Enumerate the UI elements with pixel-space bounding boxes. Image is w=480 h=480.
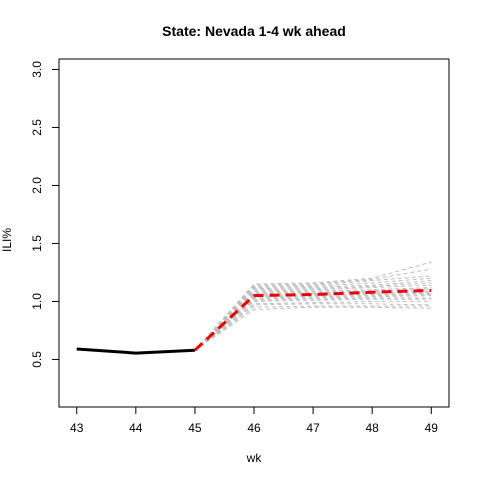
- x-tick-label: 43: [70, 421, 84, 435]
- y-axis-label: ILI%: [0, 228, 14, 252]
- ensemble-line: [194, 261, 432, 351]
- ensemble-line: [194, 284, 432, 351]
- ensemble-line: [194, 287, 432, 351]
- x-tick-label: 45: [188, 421, 202, 435]
- ensemble-line: [194, 300, 432, 351]
- y-tick-label: 1.5: [30, 235, 44, 252]
- ensemble-line: [194, 305, 432, 351]
- x-tick-label: 49: [425, 421, 439, 435]
- ensemble-line: [194, 298, 432, 351]
- ensemble-line: [194, 288, 432, 351]
- y-tick-label: 0.5: [30, 351, 44, 368]
- ensemble-line: [194, 282, 432, 351]
- ensemble-line: [194, 303, 432, 351]
- series-lines: [76, 288, 432, 355]
- ensemble-line: [194, 291, 432, 351]
- x-tick-label: 47: [306, 421, 320, 435]
- y-tick-label: 3.0: [30, 61, 44, 78]
- ensemble-line: [194, 290, 432, 351]
- y-tick-label: 1.0: [30, 293, 44, 310]
- ensemble-line: [194, 268, 432, 351]
- forecast-median-line: [193, 288, 432, 352]
- x-axis: 43 44 45 46 47 48 49: [70, 406, 439, 435]
- x-axis-label: wk: [246, 451, 263, 465]
- chart-title: State: Nevada 1-4 wk ahead: [162, 23, 346, 39]
- observed-line: [76, 347, 195, 355]
- ensemble-line: [194, 275, 432, 351]
- ensemble-line: [194, 297, 432, 351]
- y-tick-label: 2.0: [30, 177, 44, 194]
- y-tick-label: 2.5: [30, 119, 44, 136]
- x-tick-label: 44: [129, 421, 143, 435]
- ensemble-line: [194, 280, 432, 351]
- ensemble-line: [194, 295, 432, 351]
- y-axis: 0.5 1.0 1.5 2.0 2.5 3.0: [30, 61, 60, 368]
- x-tick-label: 46: [247, 421, 261, 435]
- ensemble-line: [194, 292, 432, 351]
- x-tick-label: 48: [366, 421, 380, 435]
